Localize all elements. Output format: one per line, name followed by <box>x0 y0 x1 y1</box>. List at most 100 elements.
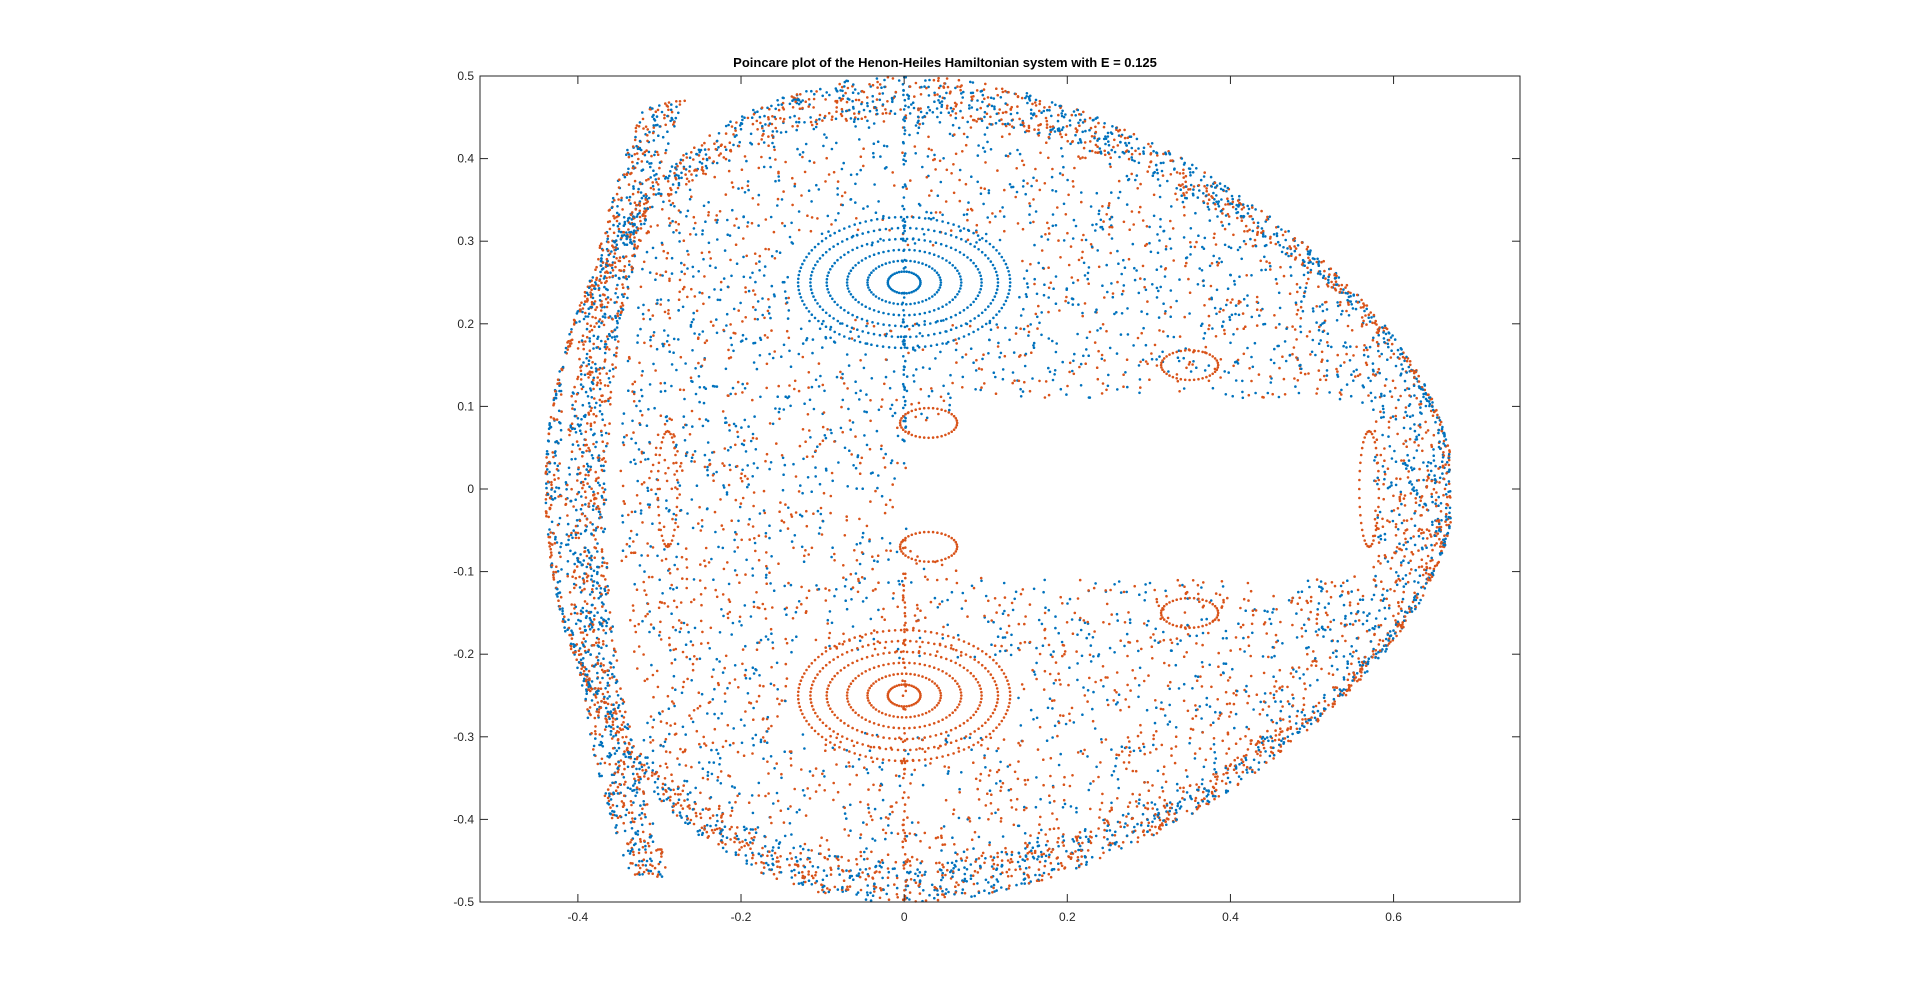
sea-point <box>634 462 637 466</box>
sea-point <box>1087 282 1090 286</box>
sea-point <box>800 514 804 518</box>
sea-point <box>688 714 691 717</box>
sea-point <box>1361 401 1364 404</box>
sea-point <box>1152 193 1156 197</box>
sea-point <box>988 769 992 772</box>
sea-point <box>893 184 896 187</box>
sea-point <box>656 554 659 558</box>
sea-point <box>912 626 915 630</box>
sea-point <box>637 306 640 310</box>
sea-point <box>1122 373 1125 377</box>
sea-point <box>837 212 840 215</box>
sea-point <box>651 246 655 250</box>
sea-point <box>910 821 914 824</box>
boundary-point <box>1319 272 1322 276</box>
sea-point <box>1186 623 1189 627</box>
sea-point <box>1098 808 1102 811</box>
sea-point <box>649 741 652 744</box>
sea-point <box>716 298 720 302</box>
sea-point <box>1169 219 1172 223</box>
sea-point <box>869 85 872 88</box>
sea-point <box>1043 283 1046 287</box>
sea-point <box>662 745 665 748</box>
sea-point <box>1143 599 1146 602</box>
sea-point <box>1120 312 1124 315</box>
sea-point <box>646 457 650 461</box>
sea-point <box>983 861 986 865</box>
sea-point <box>1378 609 1381 612</box>
sea-point <box>1326 359 1329 363</box>
sea-point <box>1418 574 1422 577</box>
sea-point <box>1326 332 1330 336</box>
sea-point <box>738 581 741 584</box>
sea-point <box>1403 388 1407 392</box>
sea-point <box>1137 695 1140 699</box>
sea-point <box>1294 385 1297 388</box>
sea-point <box>1048 370 1052 374</box>
sea-point <box>570 342 573 345</box>
boundary-point <box>712 160 715 163</box>
sea-point <box>761 736 765 739</box>
sea-point <box>704 220 707 223</box>
sea-point <box>767 298 770 301</box>
sea-point <box>868 539 871 543</box>
boundary-point <box>750 837 753 840</box>
sea-point <box>1349 652 1352 656</box>
sea-point <box>782 343 786 347</box>
sea-point <box>1313 659 1317 662</box>
sea-point <box>884 831 888 835</box>
sea-point <box>752 672 756 675</box>
sea-point <box>671 686 674 690</box>
sea-point <box>734 530 737 534</box>
sea-point <box>651 771 654 774</box>
sea-point <box>764 247 767 251</box>
sea-point <box>847 407 850 411</box>
sea-point <box>1108 622 1111 626</box>
sea-point <box>649 735 652 739</box>
sea-point <box>665 340 669 343</box>
sea-point <box>871 760 875 764</box>
sea-point <box>726 394 730 397</box>
sea-point <box>944 200 948 203</box>
sea-point <box>854 572 858 575</box>
sea-point <box>1414 509 1417 513</box>
sea-point <box>868 749 872 752</box>
sea-point <box>1161 790 1165 793</box>
sea-point <box>1119 591 1123 594</box>
sea-point <box>676 481 680 484</box>
sea-point <box>792 462 795 466</box>
sea-point <box>1212 743 1216 746</box>
sea-point <box>940 100 944 103</box>
sea-point <box>716 779 719 782</box>
sea-point <box>909 782 912 785</box>
sea-point <box>702 257 705 261</box>
sea-point <box>735 262 739 266</box>
sea-point <box>1418 527 1421 531</box>
sea-point <box>1220 605 1224 608</box>
sea-point <box>1402 590 1405 594</box>
sea-point <box>1234 304 1238 307</box>
sea-point <box>1068 712 1071 716</box>
sea-point <box>794 511 798 514</box>
sea-point <box>1129 689 1132 692</box>
sea-point <box>1038 188 1042 192</box>
sea-point <box>1368 612 1371 615</box>
sea-point <box>979 772 983 776</box>
sea-point <box>663 602 666 605</box>
sea-point <box>1367 376 1370 380</box>
sea-point <box>1059 752 1062 756</box>
sea-point <box>547 515 550 519</box>
sea-point <box>1088 330 1092 334</box>
sea-point <box>1394 483 1398 487</box>
sea-point <box>865 393 868 396</box>
sea-point <box>783 584 786 588</box>
sea-point <box>1274 326 1278 329</box>
sea-point <box>784 684 788 688</box>
sea-point <box>1303 372 1307 376</box>
sea-point <box>544 498 548 501</box>
sea-point <box>842 564 845 567</box>
sea-point <box>822 144 825 148</box>
sea-point <box>667 510 671 513</box>
sea-point <box>1387 420 1391 424</box>
sea-point <box>765 567 769 570</box>
